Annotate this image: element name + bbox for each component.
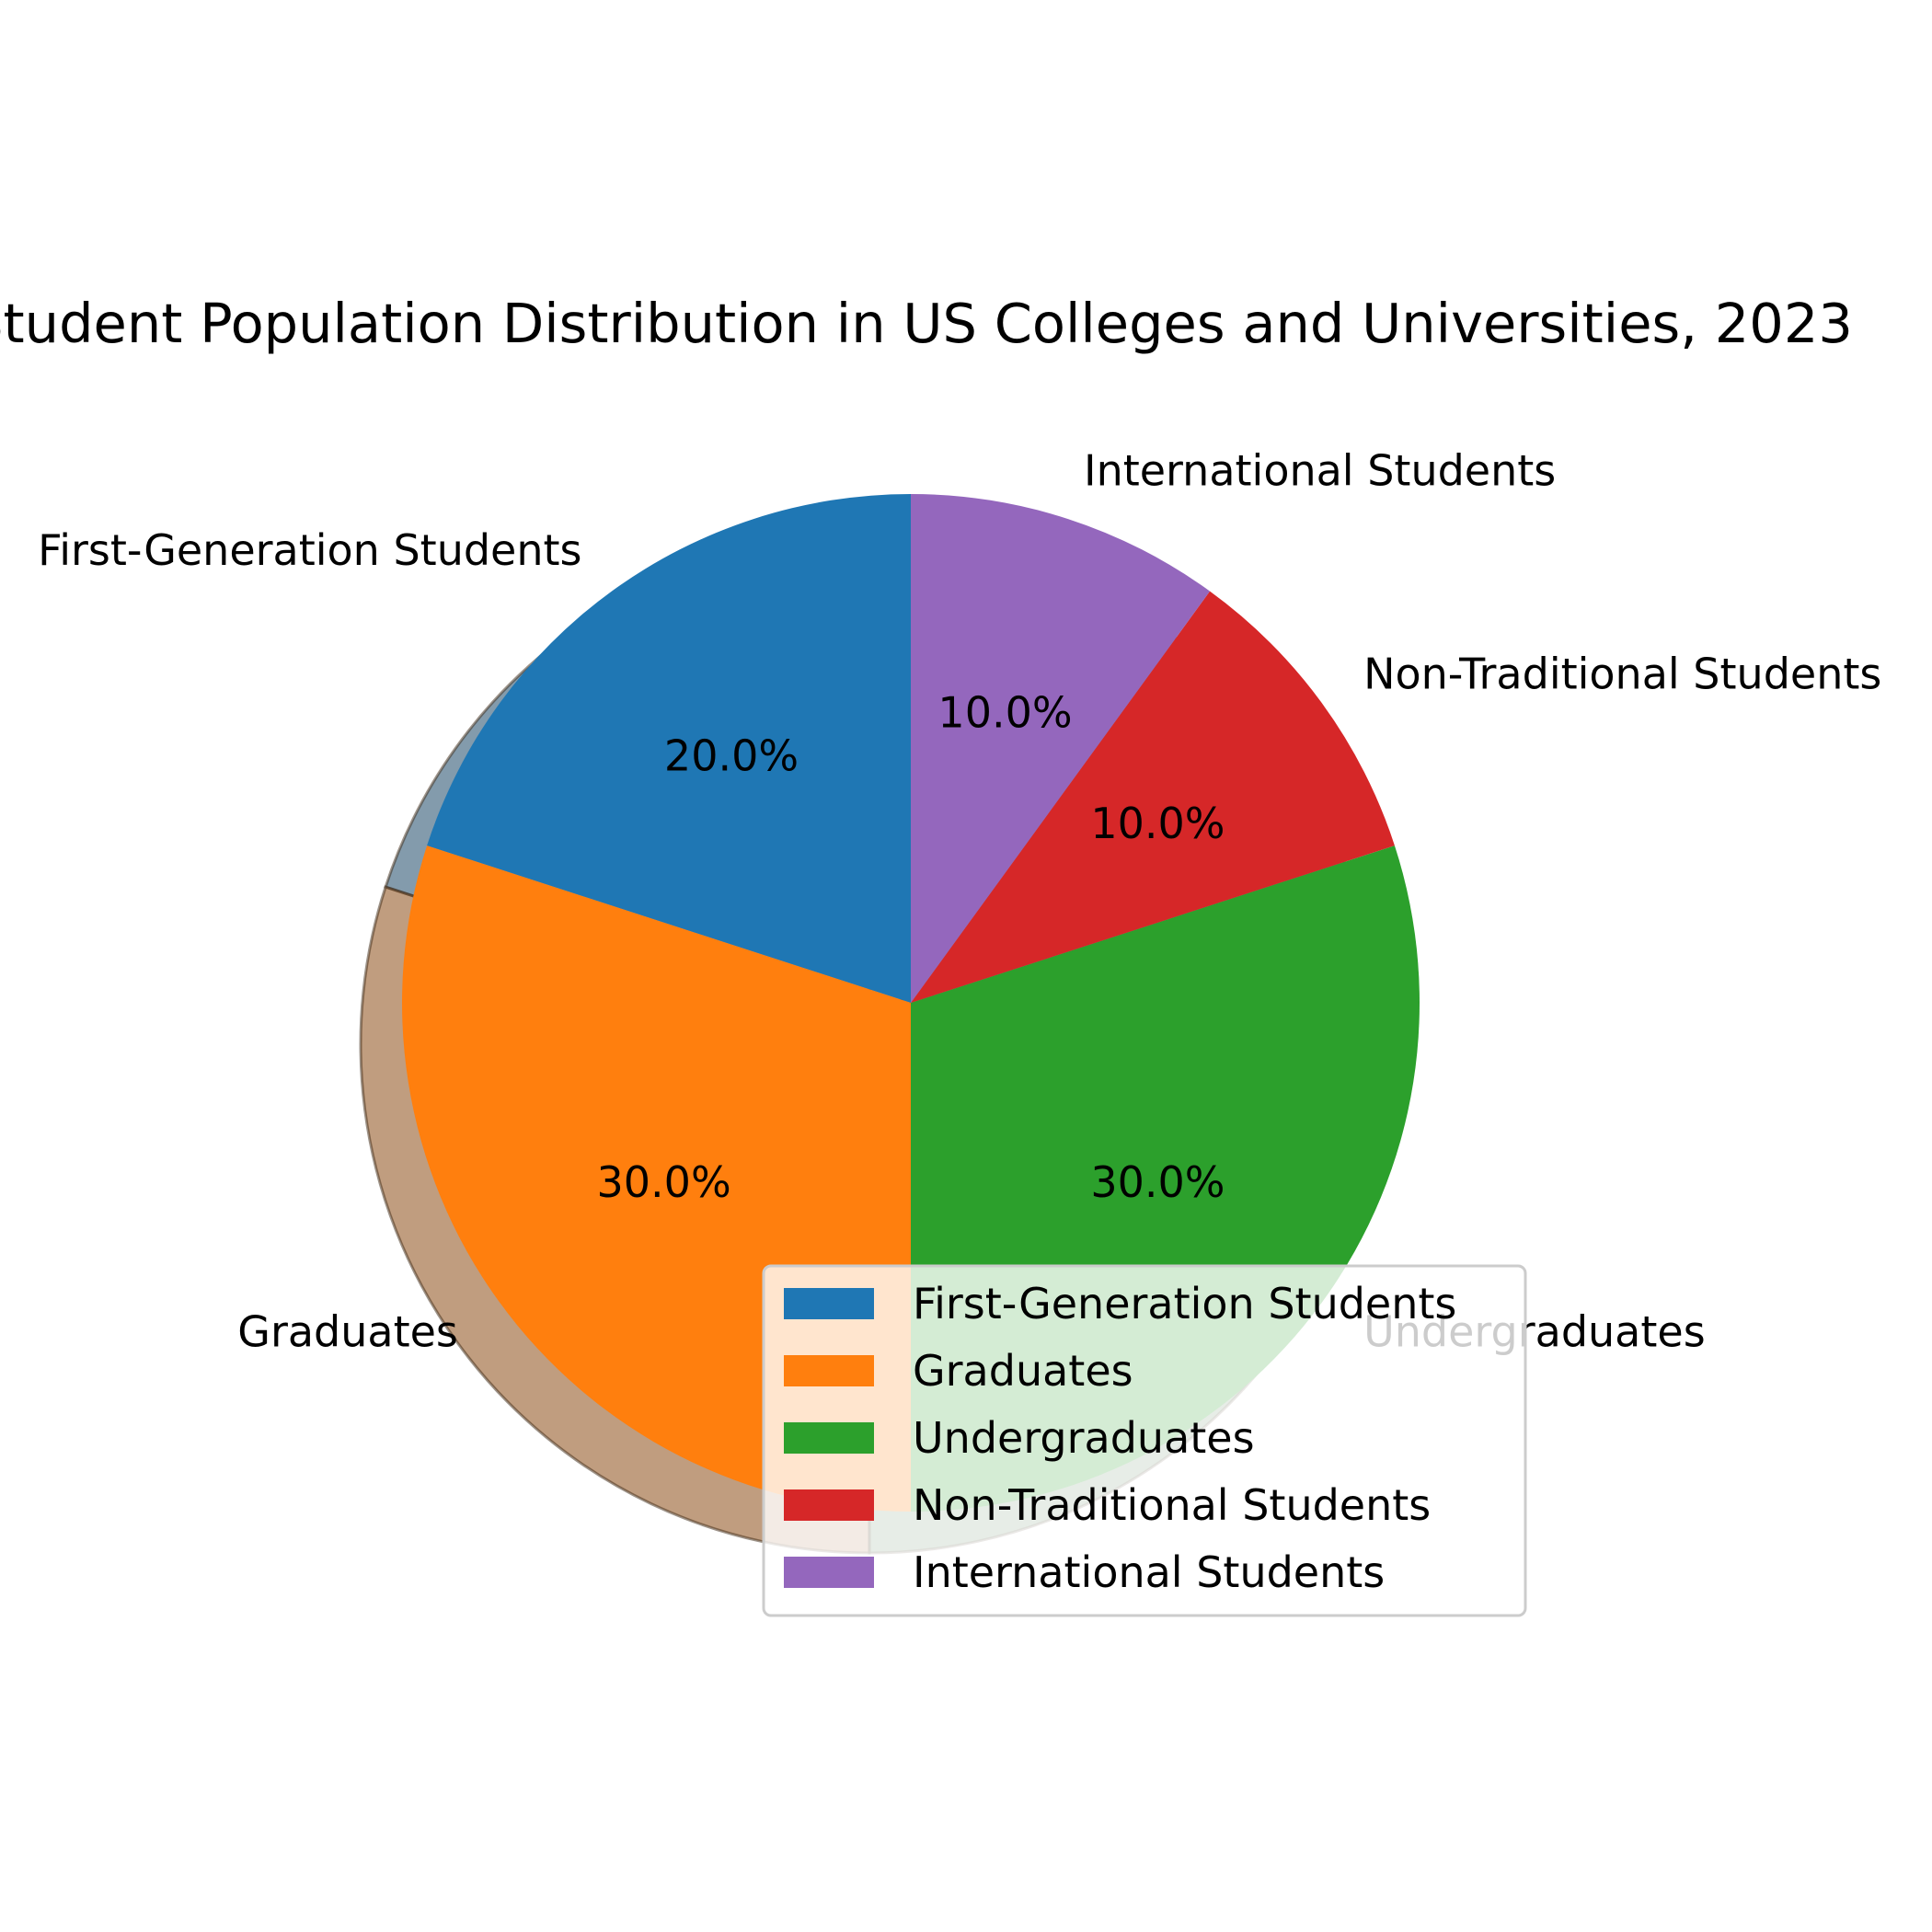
legend-label-undergraduates: Undergraduates [913, 1413, 1255, 1463]
slice-label-graduates: Graduates [237, 1307, 458, 1357]
legend-swatch-international-students [784, 1557, 874, 1588]
percent-label-international-students: 10.0% [937, 687, 1072, 737]
legend-swatch-graduates [784, 1355, 874, 1386]
chart-title: Student Population Distribution in US Co… [0, 292, 1853, 355]
percent-label-first-generation-students: 20.0% [664, 731, 799, 781]
legend-swatch-undergraduates [784, 1422, 874, 1454]
slice-non-traditional-students [911, 591, 1395, 1003]
legend-label-international-students: International Students [913, 1547, 1385, 1597]
slice-first-generation-students [427, 494, 911, 1003]
slice-label-first-generation-students: First-Generation Students [38, 525, 581, 575]
legend-frame [762, 1264, 1527, 1617]
percent-label-graduates: 30.0% [597, 1157, 731, 1207]
slice-label-non-traditional-students: Non-Traditional Students [1363, 650, 1881, 699]
percent-labels: 20.0% 30.0% 30.0% 10.0% 10.0% [597, 687, 1225, 1207]
legend-label-graduates: Graduates [913, 1346, 1133, 1396]
slice-international-students [911, 494, 1211, 1003]
legend-swatch-non-traditional-students [784, 1489, 874, 1521]
slice-label-international-students: International Students [1084, 446, 1556, 496]
percent-label-undergraduates: 30.0% [1090, 1157, 1225, 1207]
legend: First-Generation Students Graduates Underg… [762, 1264, 1527, 1617]
legend-swatch-first-generation-students [784, 1288, 874, 1319]
percent-label-non-traditional-students: 10.0% [1090, 799, 1225, 848]
legend-label-first-generation-students: First-Generation Students [913, 1279, 1456, 1328]
legend-items: First-Generation Students Graduates Underg… [784, 1279, 1456, 1597]
legend-label-non-traditional-students: Non-Traditional Students [913, 1480, 1431, 1530]
